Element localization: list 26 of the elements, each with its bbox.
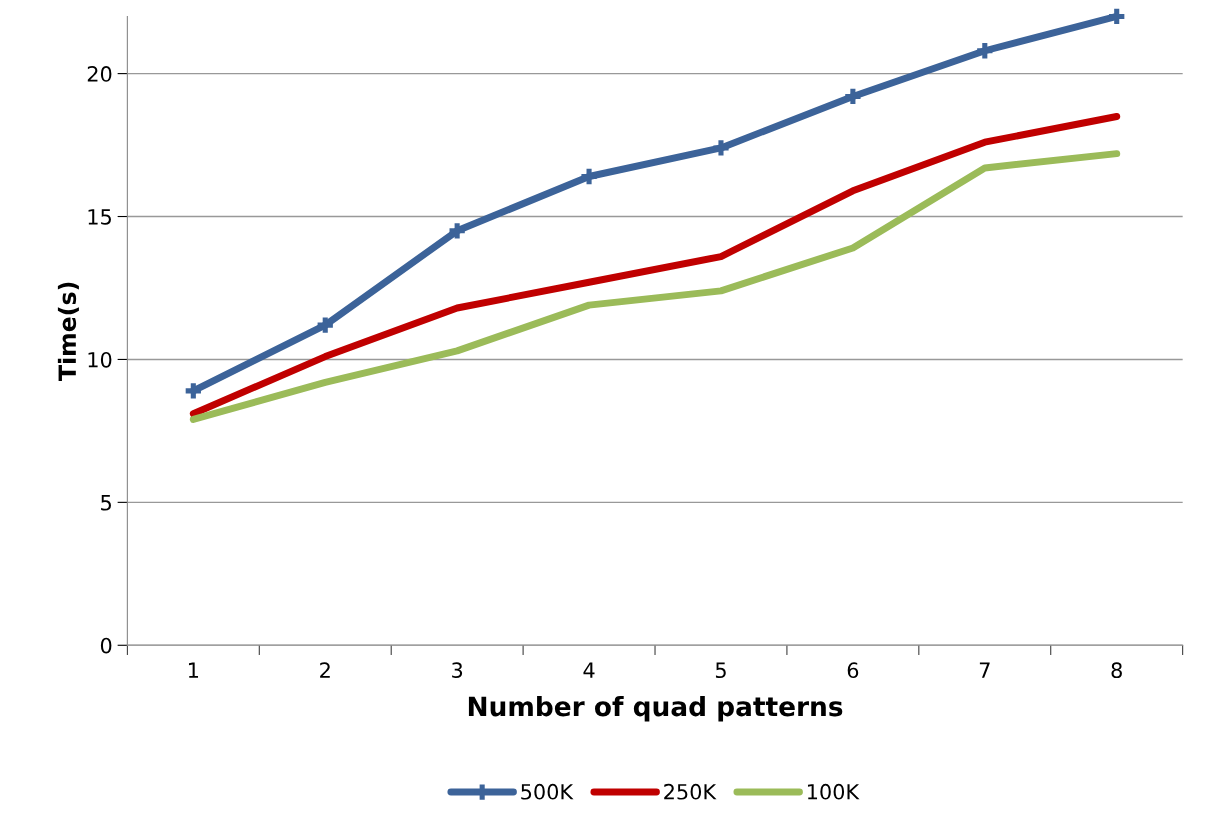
y-tick-label: 0 (100, 637, 112, 654)
legend-label: 500K (521, 783, 574, 800)
point (845, 88, 861, 105)
x-tick-label: 5 (715, 662, 726, 679)
y-tick-label: 5 (101, 495, 111, 511)
x-tick-label: 6 (847, 662, 859, 679)
x-tick-label: 2 (320, 662, 330, 678)
y-tick-label: 20 (87, 66, 112, 82)
point (449, 223, 465, 239)
x-tick-label: 1 (188, 662, 199, 678)
x-tick-label: 3 (452, 662, 463, 679)
point (977, 43, 993, 59)
y-tick-label: 10 (88, 351, 112, 368)
legend-label: 100K (807, 783, 860, 800)
point (713, 140, 729, 156)
x-tick-label: 8 (1111, 662, 1122, 679)
y-axis-title: Time(s) (57, 282, 79, 381)
point (317, 317, 333, 333)
x-axis-title: Number of quad patterns (468, 695, 843, 722)
legend-label: 250K (664, 783, 717, 800)
point (581, 168, 597, 185)
x-tick-label: 4 (583, 662, 595, 678)
point (185, 383, 201, 399)
y-tick-label: 15 (88, 209, 111, 225)
x-tick-label: 7 (979, 662, 990, 678)
point (1109, 8, 1125, 25)
